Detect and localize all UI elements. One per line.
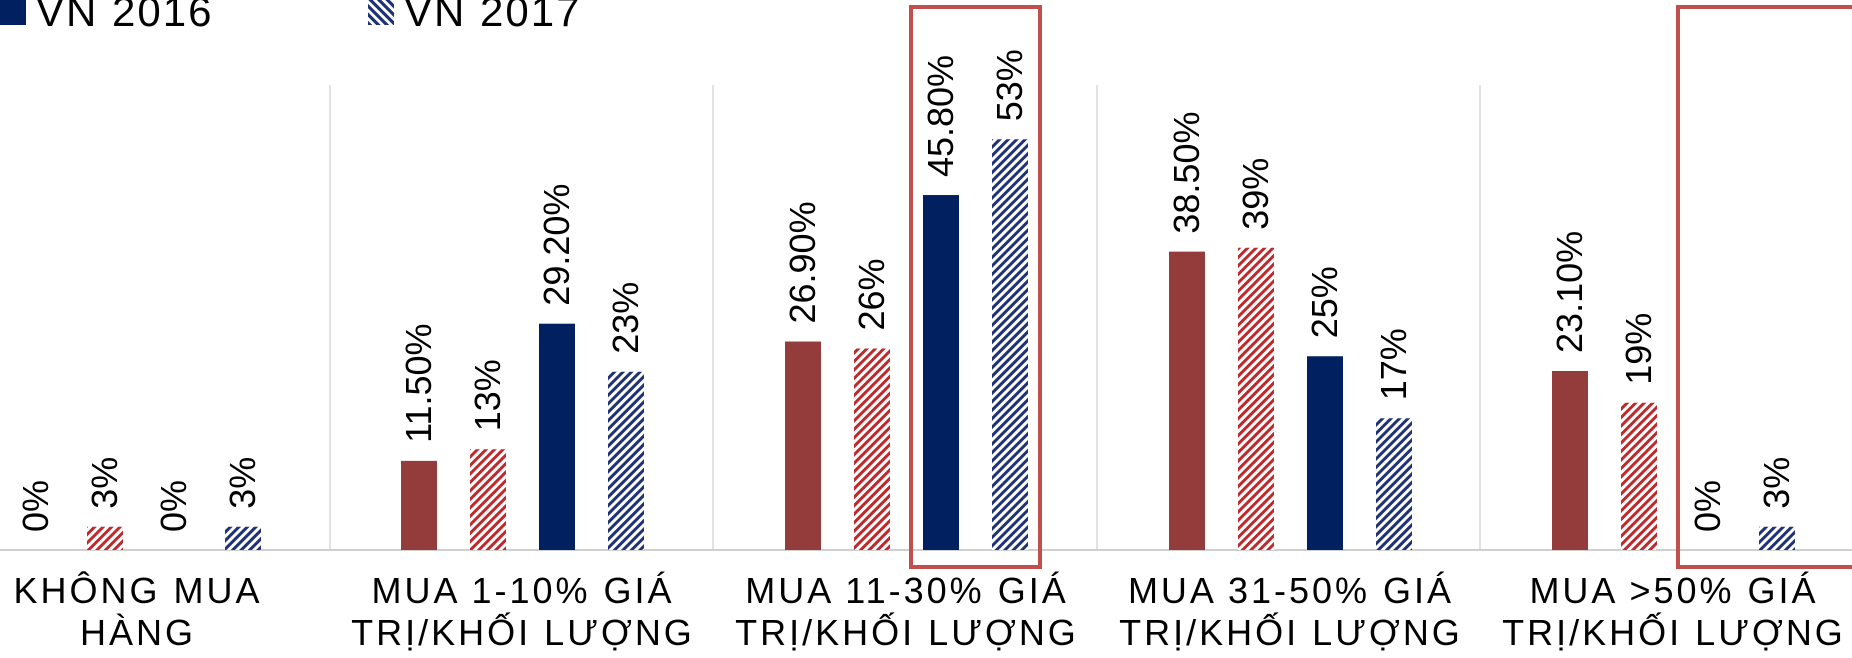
data-label-series4-mua-11-30-gi-tr-kh-i-l-ng: 53% <box>989 49 1030 121</box>
data-label-series2-mua-1-10-gi-tr-kh-i-l-ng: 13% <box>467 359 508 431</box>
data-label-series1-kh-ng-mua-h-ng: 0% <box>15 480 56 532</box>
data-label-series4-kh-ng-mua-h-ng: 3% <box>222 457 263 509</box>
category-label-khong-mua-hang: KHÔNG MUA HÀNG <box>13 570 263 653</box>
data-label-series3-mua-11-30-gi-tr-kh-i-l-ng: 45.80% <box>920 55 961 177</box>
category-label-mua-11-30: MUA 11-30% GIÁ TRỊ/KHỐI LƯỢNG <box>735 570 1079 653</box>
bar-series1-mua-31-50-gi-tr-kh-i-l-ng <box>1169 251 1205 550</box>
data-label-series2-mua-50-gi-tr-kh-i-l-ng: 19% <box>1618 313 1659 385</box>
bar-series4-mua-50-gi-tr-kh-i-l-ng <box>1759 526 1795 550</box>
data-label-series2-mua-31-50-gi-tr-kh-i-l-ng: 39% <box>1235 158 1276 230</box>
data-label-series3-mua-50-gi-tr-kh-i-l-ng: 0% <box>1687 480 1728 532</box>
legend-item-vn-2017: VN 2017 <box>368 0 581 36</box>
legend-item-vn-2016: VN 2016 <box>0 0 213 36</box>
data-label-series4-mua-31-50-gi-tr-kh-i-l-ng: 17% <box>1373 328 1414 400</box>
category-label-mua-31-50: MUA 31-50% GIÁ TRỊ/KHỐI LƯỢNG <box>1119 570 1463 653</box>
data-label-series1-mua-1-10-gi-tr-kh-i-l-ng: 11.50% <box>398 323 439 442</box>
data-label-series1-mua-50-gi-tr-kh-i-l-ng: 23.10% <box>1549 231 1590 353</box>
bar-series2-kh-ng-mua-h-ng <box>87 526 123 550</box>
bar-series3-mua-31-50-gi-tr-kh-i-l-ng <box>1307 356 1343 550</box>
highlight-box-mua-50-gi-tr-kh-i-l-ng <box>1676 5 1852 569</box>
legend-label-vn-2016: VN 2016 <box>36 0 214 35</box>
data-label-series3-mua-31-50-gi-tr-kh-i-l-ng: 25% <box>1304 266 1345 338</box>
bar-series1-mua-50-gi-tr-kh-i-l-ng <box>1552 370 1588 550</box>
bar-series4-mua-11-30-gi-tr-kh-i-l-ng <box>992 139 1028 550</box>
bar-series4-mua-1-10-gi-tr-kh-i-l-ng <box>608 371 644 550</box>
bar-series2-mua-1-10-gi-tr-kh-i-l-ng <box>470 449 506 550</box>
bar-series2-mua-11-30-gi-tr-kh-i-l-ng <box>854 348 890 550</box>
bar-series2-mua-31-50-gi-tr-kh-i-l-ng <box>1238 247 1274 550</box>
category-label-mua-1-10: MUA 1-10% GIÁ TRỊ/KHỐI LƯỢNG <box>351 570 695 653</box>
data-label-series2-kh-ng-mua-h-ng: 3% <box>84 457 125 509</box>
bar-series2-mua-50-gi-tr-kh-i-l-ng <box>1621 402 1657 550</box>
bar-series1-mua-1-10-gi-tr-kh-i-l-ng <box>401 460 437 550</box>
bar-series4-mua-31-50-gi-tr-kh-i-l-ng <box>1376 418 1412 550</box>
bar-series3-mua-1-10-gi-tr-kh-i-l-ng <box>539 323 575 550</box>
data-label-series4-mua-1-10-gi-tr-kh-i-l-ng: 23% <box>605 282 646 354</box>
legend-swatch-vn-2016 <box>0 0 26 25</box>
bar-series3-mua-11-30-gi-tr-kh-i-l-ng <box>923 195 959 551</box>
highlight-box-mua-11-30-gi-tr-kh-i-l-ng <box>909 5 1042 569</box>
legend-swatch-vn-2017 <box>368 0 394 25</box>
data-label-series1-mua-11-30-gi-tr-kh-i-l-ng: 26.90% <box>782 201 823 323</box>
data-label-series4-mua-50-gi-tr-kh-i-l-ng: 3% <box>1756 457 1797 509</box>
category-label-mua-50-plus: MUA >50% GIÁ TRỊ/KHỐI LƯỢNG <box>1502 570 1846 653</box>
data-label-series3-kh-ng-mua-h-ng: 0% <box>153 480 194 532</box>
bar-series1-mua-11-30-gi-tr-kh-i-l-ng <box>785 341 821 550</box>
bar-series4-kh-ng-mua-h-ng <box>225 526 261 550</box>
data-label-series1-mua-31-50-gi-tr-kh-i-l-ng: 38.50% <box>1166 112 1207 234</box>
data-label-series2-mua-11-30-gi-tr-kh-i-l-ng: 26% <box>851 258 892 330</box>
legend-label-vn-2017: VN 2017 <box>404 0 582 35</box>
data-label-series3-mua-1-10-gi-tr-kh-i-l-ng: 29.20% <box>536 184 577 306</box>
